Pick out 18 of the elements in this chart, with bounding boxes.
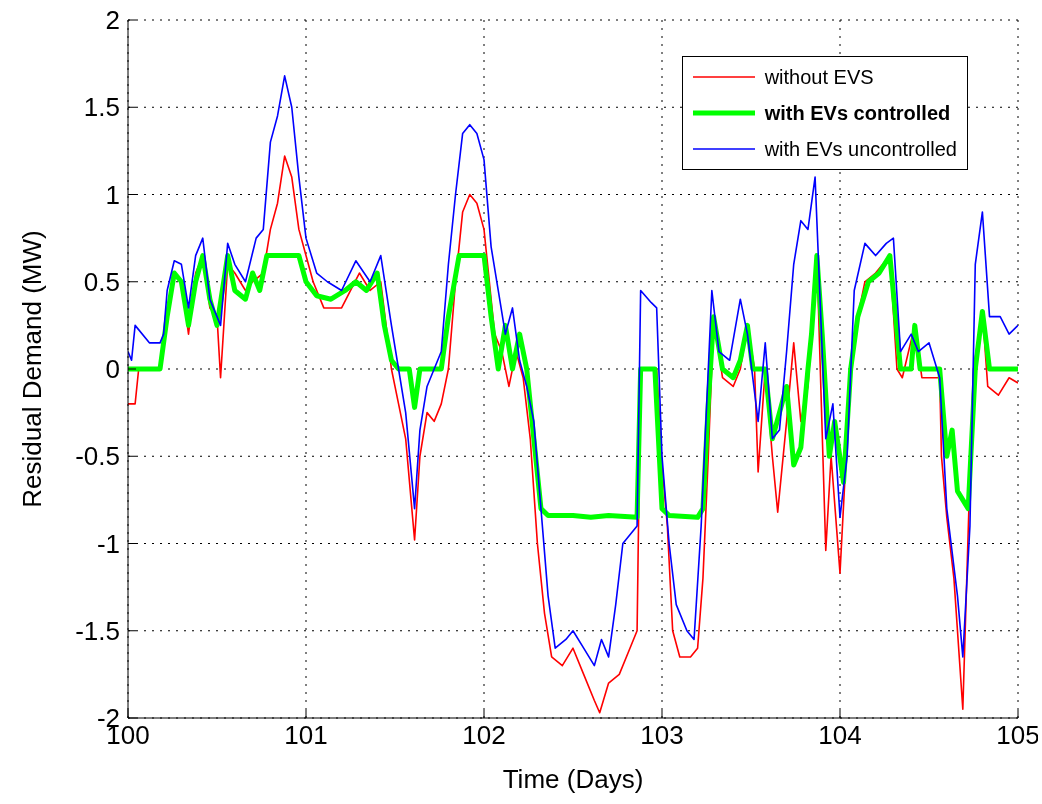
legend-label: with EVs controlled	[764, 101, 951, 125]
x-tick-label: 103	[640, 720, 684, 751]
y-axis-title: Residual Demand (MW)	[17, 230, 48, 508]
legend-label: with EVs uncontrolled	[764, 137, 957, 161]
x-tick-label: 102	[462, 720, 506, 751]
y-tick-label: 1	[105, 179, 120, 210]
x-tick-label: 104	[818, 720, 862, 751]
y-tick-label: 2	[105, 5, 120, 36]
y-tick-label: -1	[96, 528, 120, 559]
y-tick-label: 0	[105, 354, 120, 385]
y-tick-label: 0.5	[83, 266, 120, 297]
y-tick-label: -1.5	[75, 615, 120, 646]
y-tick-label: -0.5	[75, 441, 120, 472]
y-tick-label: 1.5	[83, 92, 120, 123]
legend-label: without EVS	[764, 65, 874, 89]
x-tick-label: 105	[996, 720, 1040, 751]
x-axis-title: Time (Days)	[502, 764, 644, 794]
x-tick-label: 101	[284, 720, 328, 751]
